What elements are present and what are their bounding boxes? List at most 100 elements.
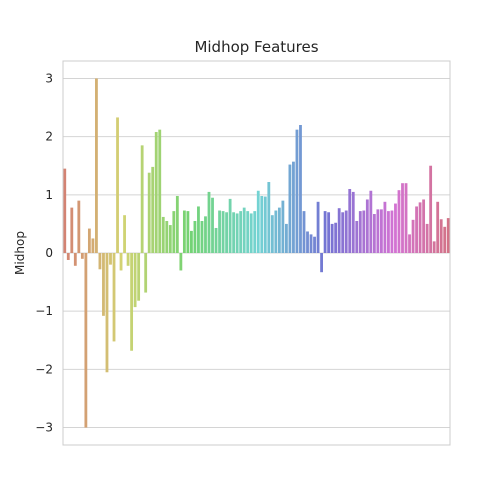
bar — [372, 214, 376, 253]
bar — [116, 117, 119, 253]
bar — [172, 211, 176, 253]
bar — [432, 241, 436, 253]
bar — [239, 211, 243, 253]
y-tick-label: −2 — [35, 362, 53, 376]
bar — [281, 200, 285, 253]
bar — [95, 78, 98, 253]
bar — [267, 182, 271, 253]
bar — [397, 190, 401, 253]
bar — [365, 199, 369, 253]
bar — [334, 222, 338, 253]
bar — [161, 216, 165, 253]
bar — [274, 210, 278, 253]
bar — [197, 206, 200, 253]
bar — [404, 183, 408, 253]
bar — [355, 221, 359, 253]
bar — [235, 213, 239, 253]
bar — [158, 129, 162, 253]
bar — [77, 200, 81, 253]
bar — [341, 212, 345, 253]
bar — [320, 253, 323, 273]
bar — [182, 210, 186, 253]
bar — [351, 191, 355, 253]
bar — [295, 129, 299, 253]
bar — [422, 199, 426, 253]
y-tick-label: 2 — [45, 130, 53, 144]
bar — [221, 211, 225, 253]
bar — [425, 223, 429, 253]
bar — [66, 253, 70, 260]
bar — [394, 203, 397, 253]
bar — [204, 216, 207, 253]
bar — [446, 218, 450, 253]
bar — [249, 213, 253, 253]
bar — [383, 201, 387, 253]
bar — [337, 208, 341, 253]
bar — [175, 195, 179, 253]
bar — [84, 253, 88, 428]
bar — [193, 221, 197, 253]
bars — [63, 78, 450, 428]
bar — [408, 234, 411, 253]
bar — [277, 207, 281, 253]
bar — [344, 210, 348, 253]
bar — [415, 206, 418, 253]
bar — [225, 212, 229, 253]
bar — [80, 253, 84, 259]
bar — [105, 253, 109, 373]
bar — [218, 210, 221, 253]
bar — [151, 166, 155, 253]
y-tick-label: 3 — [45, 71, 53, 85]
bar — [401, 183, 404, 253]
bar — [154, 131, 158, 253]
bar — [418, 202, 422, 253]
bar — [126, 253, 130, 266]
bar — [112, 253, 116, 342]
bar — [119, 253, 123, 271]
bar — [316, 201, 320, 253]
bar — [147, 172, 151, 253]
bar — [211, 197, 214, 253]
bar — [186, 211, 190, 253]
y-tick-label: 1 — [45, 188, 53, 202]
bar — [70, 207, 74, 253]
bar — [358, 211, 362, 253]
bar — [439, 219, 443, 253]
bar — [140, 145, 144, 253]
bar — [130, 253, 134, 351]
bar — [91, 238, 95, 253]
bar — [102, 253, 105, 316]
bar — [256, 190, 260, 253]
chart-title: Midhop Features — [194, 38, 318, 56]
bar — [263, 196, 267, 253]
bar — [200, 221, 204, 253]
bar — [133, 253, 137, 308]
bar — [190, 230, 193, 253]
bar — [306, 231, 309, 253]
y-tick-label: −1 — [35, 304, 53, 318]
bar — [87, 228, 91, 253]
bar — [411, 219, 415, 253]
y-axis-label: Midhop — [13, 231, 27, 275]
bar — [327, 212, 331, 253]
bar — [246, 211, 250, 253]
bar — [292, 161, 295, 253]
plot-frame — [62, 60, 451, 446]
bar — [98, 253, 102, 270]
bar — [260, 195, 264, 253]
bar — [379, 209, 383, 253]
y-tick-label: −3 — [35, 421, 53, 435]
bar — [232, 212, 236, 253]
bar — [270, 215, 274, 253]
bar — [376, 209, 380, 253]
bar — [390, 210, 394, 253]
bar — [179, 253, 183, 271]
bar — [387, 211, 390, 253]
bar — [253, 211, 257, 253]
bar — [63, 168, 67, 253]
y-tick-label: 0 — [45, 246, 53, 260]
bar — [242, 207, 246, 253]
bar — [228, 198, 232, 253]
bar — [302, 211, 306, 253]
